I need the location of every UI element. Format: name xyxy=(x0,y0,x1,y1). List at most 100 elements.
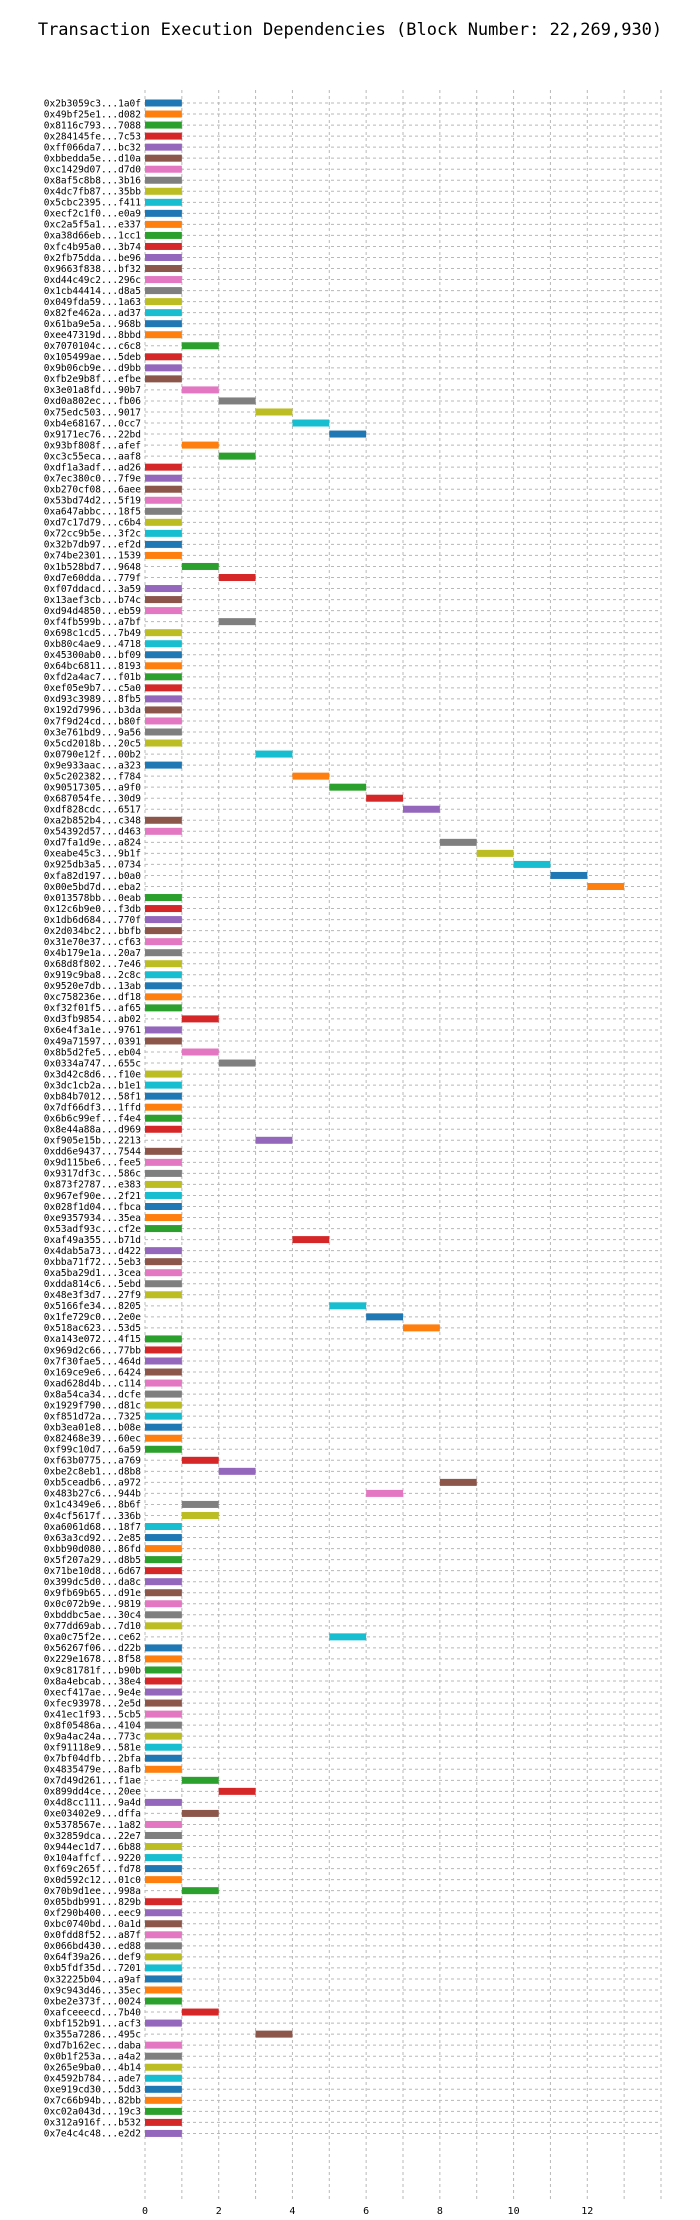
transaction-bar xyxy=(145,143,182,151)
y-tick-label: 0x9171ec76...22bd xyxy=(44,429,141,440)
transaction-bar xyxy=(145,706,182,714)
transaction-bar xyxy=(145,220,182,228)
y-tick-label: 0x82fe462a...ad37 xyxy=(44,308,141,319)
transaction-bar xyxy=(145,1898,182,1906)
y-tick-label: 0x1db6d684...770f xyxy=(44,915,141,926)
transaction-bar xyxy=(145,949,182,957)
y-tick-label: 0xf07ddacd...3a59 xyxy=(44,584,142,595)
y-tick-label: 0x0b1f253a...a4a2 xyxy=(44,2051,141,2062)
y-tick-label: 0xc1429d07...d7d0 xyxy=(44,165,142,176)
y-tick-label: 0x3d42c8d6...f10e xyxy=(44,1069,142,1080)
y-tick-label: 0xd94d4850...eb59 xyxy=(44,606,142,617)
y-tick-label: 0x284145fe...7c53 xyxy=(44,131,141,142)
y-tick-label: 0x1cb44414...d8a5 xyxy=(44,286,141,297)
transaction-bar xyxy=(145,198,182,206)
y-tick-label: 0x9a4ac24a...773c xyxy=(44,1731,141,1742)
y-tick-label: 0x4dc7fb87...35bb xyxy=(44,187,142,198)
y-tick-label: 0x105499ae...5deb xyxy=(44,352,142,363)
y-tick-label: 0xd7fa1d9e...a824 xyxy=(44,838,142,849)
y-tick-label: 0x2b3059c3...1a0f xyxy=(44,98,141,109)
y-tick-label: 0x925db3a5...0734 xyxy=(44,860,142,871)
transaction-bar xyxy=(145,1732,182,1740)
transaction-bar xyxy=(145,1191,182,1199)
transaction-bar xyxy=(218,618,256,626)
y-tick-label: 0x265e9ba0...4b14 xyxy=(44,2063,142,2074)
transaction-bar xyxy=(145,1335,182,1343)
x-tick-label: 6 xyxy=(363,2206,369,2217)
transaction-bar xyxy=(145,827,182,835)
y-tick-label: 0xbc0740bd...0a1d xyxy=(44,1919,141,1930)
y-tick-label: 0x5cd2018b...20c5 xyxy=(44,738,141,749)
y-tick-label: 0x9e933aac...a323 xyxy=(44,760,141,771)
y-tick-label: 0xf99c10d7...6a59 xyxy=(44,1445,142,1456)
transaction-bar xyxy=(145,496,182,504)
transaction-bar xyxy=(145,1655,182,1663)
transaction-bar xyxy=(145,253,182,261)
y-tick-label: 0xe9357934...35ea xyxy=(44,1213,141,1224)
transaction-bar xyxy=(145,1004,182,1012)
transaction-bar xyxy=(145,1931,182,1939)
y-tick-label: 0x2d034bc2...bbfb xyxy=(44,926,142,937)
y-tick-label: 0xbb90d080...86fd xyxy=(44,1544,141,1555)
y-tick-label: 0xbba71f72...5eb3 xyxy=(44,1257,141,1268)
transaction-bar xyxy=(145,2019,182,2027)
transaction-bar xyxy=(145,816,182,824)
transaction-bar xyxy=(145,1434,182,1442)
transaction-bar xyxy=(145,99,182,107)
transaction-bar xyxy=(145,1534,182,1542)
transaction-bar xyxy=(145,971,182,979)
transaction-bar xyxy=(145,1445,182,1453)
y-tick-label: 0x49bf25e1...d082 xyxy=(44,109,141,120)
y-tick-label: 0xf32f01f5...af65 xyxy=(44,1003,141,1014)
y-tick-label: 0x7070104c...c6c8 xyxy=(44,341,142,352)
y-tick-label: 0x9fb69b65...d91e xyxy=(44,1588,142,1599)
transaction-bar xyxy=(145,2129,182,2137)
y-tick-label: 0x5cbc2395...f411 xyxy=(44,198,142,209)
transaction-bar xyxy=(145,1412,182,1420)
transaction-bar xyxy=(145,1169,182,1177)
transaction-bar xyxy=(145,1677,182,1685)
x-tick-label: 12 xyxy=(581,2206,593,2217)
y-tick-label: 0x8b5d2fe5...eb04 xyxy=(44,1047,142,1058)
transaction-bar xyxy=(145,1225,182,1233)
y-tick-label: 0xc02a043d...19c3 xyxy=(44,2107,141,2118)
transaction-bar xyxy=(145,1942,182,1950)
y-tick-label: 0x698c1cd5...7b49 xyxy=(44,628,142,639)
transaction-bar xyxy=(145,1114,182,1122)
transaction-bar xyxy=(145,717,182,725)
y-tick-label: 0x2fb75dda...be96 xyxy=(44,253,142,264)
transaction-bar xyxy=(181,342,219,350)
transaction-bar xyxy=(145,960,182,968)
transaction-bar xyxy=(145,287,182,295)
y-tick-label: 0x8af5c8b8...3b16 xyxy=(44,176,142,187)
transaction-bar xyxy=(145,1578,182,1586)
transaction-bar xyxy=(145,529,182,537)
transaction-bar xyxy=(145,728,182,736)
x-tick-label: 2 xyxy=(216,2206,222,2217)
transaction-bar xyxy=(145,209,182,217)
transaction-bar xyxy=(145,1147,182,1155)
transaction-bar xyxy=(145,2052,182,2060)
transaction-bar xyxy=(145,1291,182,1299)
y-tick-label: 0x169ce9e6...6424 xyxy=(44,1367,142,1378)
y-tick-label: 0x312a916f...b532 xyxy=(44,2118,141,2129)
y-tick-label: 0x8a54ca34...dcfe xyxy=(44,1389,142,1400)
transaction-bar xyxy=(145,684,182,692)
transaction-bar xyxy=(145,1423,182,1431)
x-tick-label: 4 xyxy=(289,2206,295,2217)
transaction-bar xyxy=(181,1887,219,1895)
transaction-bar xyxy=(145,1644,182,1652)
transaction-bar xyxy=(145,2096,182,2104)
y-tick-label: 0xbe2e373f...0024 xyxy=(44,1996,142,2007)
y-tick-label: 0x61ba9e5a...968b xyxy=(44,319,142,330)
y-tick-label: 0x8116c793...7088 xyxy=(44,120,142,131)
chart-title: Transaction Execution Dependencies (Bloc… xyxy=(37,20,663,40)
transaction-bar xyxy=(145,1699,182,1707)
transaction-bar xyxy=(145,1258,182,1266)
y-tick-label: 0x5166fe34...8205 xyxy=(44,1301,141,1312)
transaction-bar xyxy=(145,1986,182,1994)
transaction-bar xyxy=(145,331,182,339)
y-tick-label: 0x104affcf...9220 xyxy=(44,1853,142,1864)
y-tick-label: 0x049fda59...1a63 xyxy=(44,297,141,308)
transaction-bar xyxy=(145,1379,182,1387)
